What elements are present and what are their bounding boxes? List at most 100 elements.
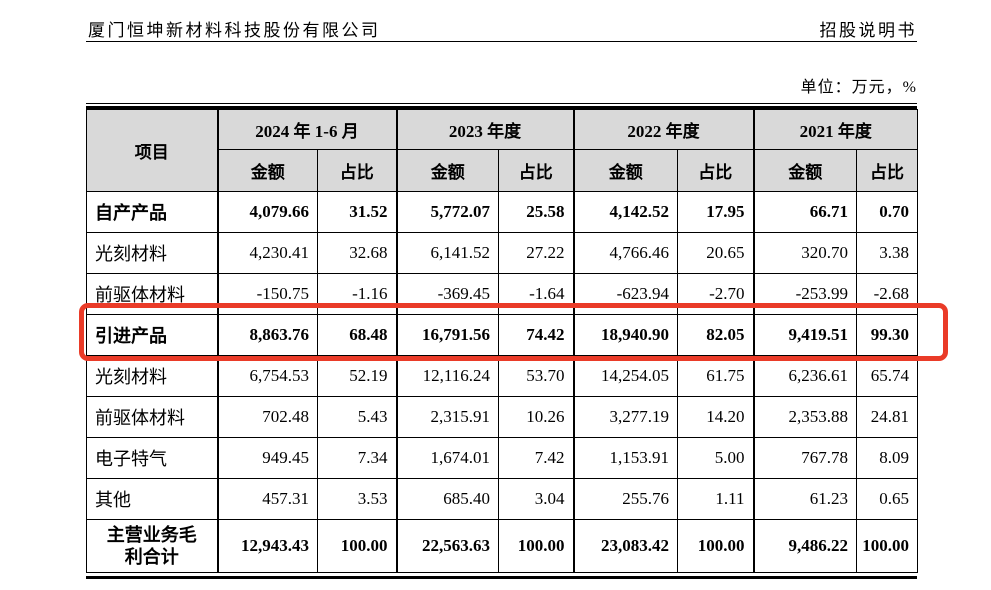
cell-ratio: 8.09 xyxy=(856,437,919,479)
cell-ratio: 61.75 xyxy=(677,355,755,397)
table-row: 前驱体材料 -150.75 -1.16 -369.45 -1.64 -623.94 -2.7… xyxy=(86,273,919,315)
cell-amount: 16,791.56 xyxy=(395,314,500,356)
table-row: 电子特气 949.45 7.34 1,674.01 7.42 1,153.91 5.00 76… xyxy=(86,437,919,479)
cell-amount: 2,315.91 xyxy=(395,396,500,438)
cell-amount: 66.71 xyxy=(752,191,858,233)
cell-ratio: -2.68 xyxy=(856,273,919,315)
cell-amount: 457.31 xyxy=(216,478,318,520)
gross-profit-table: 项目 2024 年 1-6 月 2023 年度 2022 年度 2021 年度 … xyxy=(86,109,919,573)
cell-ratio: 3.53 xyxy=(316,478,398,520)
unit-note: 单位：万元，% xyxy=(800,79,917,96)
col-header-amount: 金额 xyxy=(752,149,858,192)
cell-ratio: 5.43 xyxy=(316,396,398,438)
cell-amount: 3,277.19 xyxy=(572,396,679,438)
cell-amount: 4,230.41 xyxy=(216,232,318,274)
cell-ratio: 74.42 xyxy=(498,314,575,356)
header-divider xyxy=(86,41,917,42)
table-row: 前驱体材料 702.48 5.43 2,315.91 10.26 3,277.19 14.2… xyxy=(86,396,919,438)
row-label: 前驱体材料 xyxy=(86,273,218,315)
row-label-text: 主营业务毛利合计 xyxy=(106,524,197,568)
table-top-thick-rule xyxy=(86,106,917,109)
cell-ratio: 53.70 xyxy=(498,355,575,397)
cell-amount: -150.75 xyxy=(216,273,318,315)
row-label: 前驱体材料 xyxy=(86,396,218,438)
cell-ratio: 100.00 xyxy=(316,519,398,573)
col-header-period-2024h1: 2024 年 1-6 月 xyxy=(216,109,398,150)
cell-amount: 23,083.42 xyxy=(572,519,679,573)
cell-amount: 767.78 xyxy=(752,437,858,479)
cell-amount: 5,772.07 xyxy=(395,191,500,233)
cell-ratio: 31.52 xyxy=(316,191,398,233)
cell-ratio: -2.70 xyxy=(677,273,755,315)
row-label: 光刻材料 xyxy=(86,232,218,274)
cell-amount: 702.48 xyxy=(216,396,318,438)
cell-amount: 8,863.76 xyxy=(216,314,318,356)
cell-ratio: 25.58 xyxy=(498,191,575,233)
cell-amount: 1,153.91 xyxy=(572,437,679,479)
col-header-amount: 金额 xyxy=(216,149,318,192)
cell-ratio: 7.34 xyxy=(316,437,398,479)
cell-amount: -253.99 xyxy=(752,273,858,315)
cell-amount: 6,754.53 xyxy=(216,355,318,397)
cell-ratio: 1.11 xyxy=(677,478,755,520)
cell-amount: 22,563.63 xyxy=(395,519,500,573)
cell-ratio: 3.04 xyxy=(498,478,575,520)
table-header: 项目 2024 年 1-6 月 2023 年度 2022 年度 2021 年度 … xyxy=(86,109,919,192)
table-row: 光刻材料 6,754.53 52.19 12,116.24 53.70 14,254.05… xyxy=(86,355,919,397)
cell-ratio: 17.95 xyxy=(677,191,755,233)
cell-amount: 18,940.90 xyxy=(572,314,679,356)
cell-ratio: -1.16 xyxy=(316,273,398,315)
cell-amount: 949.45 xyxy=(216,437,318,479)
cell-amount: 12,116.24 xyxy=(395,355,500,397)
col-header-amount: 金额 xyxy=(395,149,500,192)
table-row-highlighted: 引进产品 8,863.76 68.48 16,791.56 74.42 18,940.90… xyxy=(86,314,919,356)
cell-ratio: 100.00 xyxy=(856,519,919,573)
col-header-amount: 金额 xyxy=(572,149,679,192)
cell-amount: 12,943.43 xyxy=(216,519,318,573)
cell-ratio: 65.74 xyxy=(856,355,919,397)
cell-ratio: 100.00 xyxy=(677,519,755,573)
cell-ratio: 99.30 xyxy=(856,314,919,356)
cell-amount: 61.23 xyxy=(752,478,858,520)
cell-ratio: 27.22 xyxy=(498,232,575,274)
cell-amount: 9,419.51 xyxy=(752,314,858,356)
company-name: 厦门恒坤新材料科技股份有限公司 xyxy=(88,21,381,40)
cell-amount: 2,353.88 xyxy=(752,396,858,438)
cell-amount: 6,236.61 xyxy=(752,355,858,397)
cell-ratio: 14.20 xyxy=(677,396,755,438)
cell-amount: 685.40 xyxy=(395,478,500,520)
document-title: 招股说明书 xyxy=(819,21,917,40)
row-label: 引进产品 xyxy=(86,314,218,356)
cell-amount: 14,254.05 xyxy=(572,355,679,397)
cell-amount: 4,766.46 xyxy=(572,232,679,274)
table-body: 自产产品 4,079.66 31.52 5,772.07 25.58 4,142.52 17… xyxy=(86,191,919,573)
table-top-thin-rule xyxy=(86,103,917,104)
cell-ratio: -1.64 xyxy=(498,273,575,315)
col-header-ratio: 占比 xyxy=(856,149,919,192)
cell-ratio: 3.38 xyxy=(856,232,919,274)
col-header-item: 项目 xyxy=(86,109,218,192)
col-header-ratio: 占比 xyxy=(677,149,755,192)
cell-amount: -623.94 xyxy=(572,273,679,315)
col-header-period-2021: 2021 年度 xyxy=(752,109,919,150)
cell-amount: 9,486.22 xyxy=(752,519,858,573)
cell-ratio: 32.68 xyxy=(316,232,398,274)
row-label: 自产产品 xyxy=(86,191,218,233)
cell-ratio: 0.70 xyxy=(856,191,919,233)
cell-amount: -369.45 xyxy=(395,273,500,315)
cell-ratio: 10.26 xyxy=(498,396,575,438)
cell-ratio: 100.00 xyxy=(498,519,575,573)
cell-ratio: 68.48 xyxy=(316,314,398,356)
col-header-ratio: 占比 xyxy=(316,149,398,192)
col-header-period-2023: 2023 年度 xyxy=(395,109,575,150)
table-bottom-thick-rule xyxy=(86,576,917,579)
cell-ratio: 52.19 xyxy=(316,355,398,397)
cell-amount: 255.76 xyxy=(572,478,679,520)
table-row: 其他 457.31 3.53 685.40 3.04 255.76 1.11 61.23 0.6… xyxy=(86,478,919,520)
cell-ratio: 82.05 xyxy=(677,314,755,356)
table-row: 主营业务毛利合计 12,943.43 100.00 22,563.63 100.00 23… xyxy=(86,519,919,573)
cell-amount: 6,141.52 xyxy=(395,232,500,274)
cell-amount: 320.70 xyxy=(752,232,858,274)
cell-amount: 1,674.01 xyxy=(395,437,500,479)
row-label: 电子特气 xyxy=(86,437,218,479)
